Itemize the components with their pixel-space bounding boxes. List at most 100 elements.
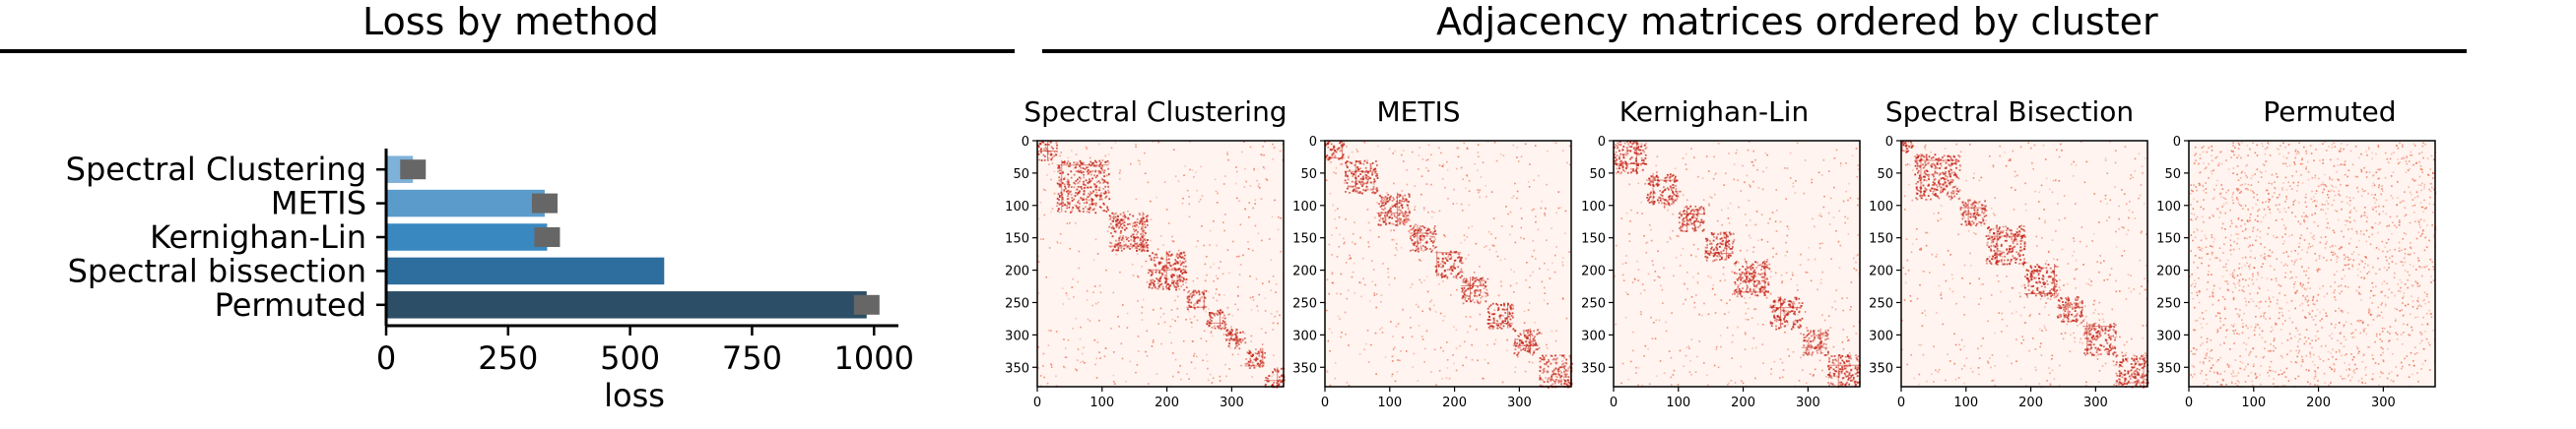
- heatmap-cell: [1832, 362, 1835, 365]
- heatmap-cell: [1480, 301, 1482, 304]
- heatmap-cell: [1746, 174, 1749, 177]
- heatmap-cell: [1349, 254, 1351, 257]
- heatmap-cell: [1411, 336, 1414, 338]
- heatmap-cell: [1120, 342, 1123, 345]
- heatmap-cell: [1069, 162, 1072, 165]
- heatmap-cell: [1806, 339, 1809, 342]
- heatmap-cell: [1434, 246, 1437, 249]
- heatmap-cell: [1044, 143, 1047, 146]
- heatmap-cell: [1833, 385, 1836, 387]
- heatmap-cell: [1382, 263, 1384, 265]
- heatmap-cell: [1393, 198, 1396, 201]
- heatmap-cell: [1739, 273, 1741, 276]
- heatmap-cell: [1159, 257, 1162, 260]
- heatmap-cell: [1163, 276, 1166, 279]
- heatmap-cell: [1497, 309, 1499, 312]
- heatmap-cell: [1330, 149, 1333, 152]
- heatmap-cell: [1531, 353, 1534, 356]
- heatmap-cell: [1387, 272, 1389, 274]
- heatmap-cell: [1279, 314, 1281, 317]
- heatmap-cell: [1770, 325, 1773, 328]
- heatmap-cell: [1050, 366, 1053, 368]
- heatmap-cell: [1751, 160, 1754, 163]
- heatmap-cell: [1727, 217, 1730, 219]
- heatmap-cell: [1143, 249, 1146, 252]
- heatmap-cell: [1552, 383, 1554, 386]
- heatmap-cell: [1064, 185, 1066, 188]
- heatmap-cell: [1168, 288, 1170, 291]
- heatmap-cell: [1752, 337, 1755, 339]
- heatmap-cell: [1654, 271, 1657, 273]
- heatmap-cell: [1112, 215, 1114, 218]
- heatmap-cell: [1618, 157, 1620, 160]
- heatmap-cell: [1089, 178, 1090, 180]
- heatmap-cell: [1078, 250, 1081, 253]
- heatmap-cell: [1514, 182, 1516, 185]
- heatmap-cell: [1833, 355, 1836, 357]
- heatmap-cell: [1333, 147, 1335, 150]
- heatmap-cell: [1670, 187, 1673, 189]
- heatmap-cell: [1635, 172, 1638, 175]
- heatmap-cell: [1089, 191, 1091, 193]
- heatmap-cell: [1696, 248, 1699, 250]
- heatmap-cell: [1625, 149, 1628, 152]
- heatmap-cell: [1534, 322, 1537, 324]
- heatmap-cell: [1122, 237, 1124, 240]
- heatmap-cell: [1132, 275, 1135, 276]
- heatmap-cell: [1739, 293, 1742, 296]
- heatmap-cell: [1627, 378, 1630, 381]
- heatmap-cell: [1816, 351, 1818, 354]
- heatmap-cell: [1337, 315, 1340, 318]
- heatmap-cell: [1097, 301, 1099, 304]
- heatmap-cell: [1619, 144, 1622, 147]
- heatmap-cell: [1377, 213, 1380, 215]
- heatmap-cell: [1077, 348, 1080, 350]
- heatmap-cell: [1528, 350, 1531, 353]
- heatmap-cell: [1120, 249, 1123, 252]
- heatmap-cell: [1804, 159, 1807, 161]
- heatmap-cell: [1379, 214, 1381, 217]
- heatmap-cell: [1147, 272, 1150, 275]
- heatmap-cell: [1811, 178, 1814, 181]
- heatmap-cell: [1056, 144, 1058, 147]
- heatmap-cell: [1224, 175, 1226, 177]
- heatmap-cell: [1147, 383, 1150, 385]
- heatmap-cell: [1101, 210, 1104, 212]
- heatmap-y-tick-label: 50: [1589, 167, 1606, 182]
- heatmap-cell: [1545, 363, 1548, 366]
- heatmap-cell: [1450, 250, 1452, 252]
- heatmap-cell: [1360, 295, 1362, 298]
- heatmap-cell: [1714, 173, 1716, 176]
- heatmap-cell: [1402, 222, 1405, 225]
- heatmap-cell: [1196, 277, 1199, 279]
- heatmap-cell: [1727, 256, 1730, 259]
- heatmap-cell: [1174, 175, 1177, 177]
- heatmap-cell: [1456, 277, 1458, 280]
- heatmap-cell: [1670, 198, 1672, 201]
- heatmap-cell: [1492, 317, 1495, 320]
- heatmap-cell: [1822, 342, 1825, 345]
- heatmap-cell: [1179, 364, 1181, 367]
- heatmap-cell: [1389, 209, 1391, 212]
- heatmap-cell: [1140, 239, 1143, 242]
- heatmap-cell: [1118, 221, 1121, 223]
- heatmap-cell: [1412, 234, 1415, 237]
- heatmap-cell: [1510, 269, 1512, 271]
- heatmap-cell: [1051, 208, 1054, 210]
- heatmap-cell: [1811, 352, 1814, 355]
- heatmap-cell: [1338, 147, 1341, 150]
- heatmap-cell: [1662, 190, 1665, 193]
- heatmap-cell: [1792, 182, 1795, 185]
- heatmap-cell: [1262, 166, 1265, 168]
- heatmap-cell: [1415, 248, 1418, 251]
- heatmap-cell: [1044, 155, 1046, 157]
- heatmap-cell: [1464, 298, 1467, 301]
- heatmap-cell: [1167, 282, 1169, 285]
- heatmap-cell: [1255, 277, 1258, 280]
- heatmap-cell: [1145, 241, 1148, 244]
- heatmap-cell: [1126, 238, 1128, 241]
- heatmap-cell: [1856, 358, 1859, 361]
- heatmap-cell: [1727, 256, 1730, 259]
- heatmap-cell: [1459, 344, 1461, 347]
- heatmap-cell: [1356, 192, 1359, 194]
